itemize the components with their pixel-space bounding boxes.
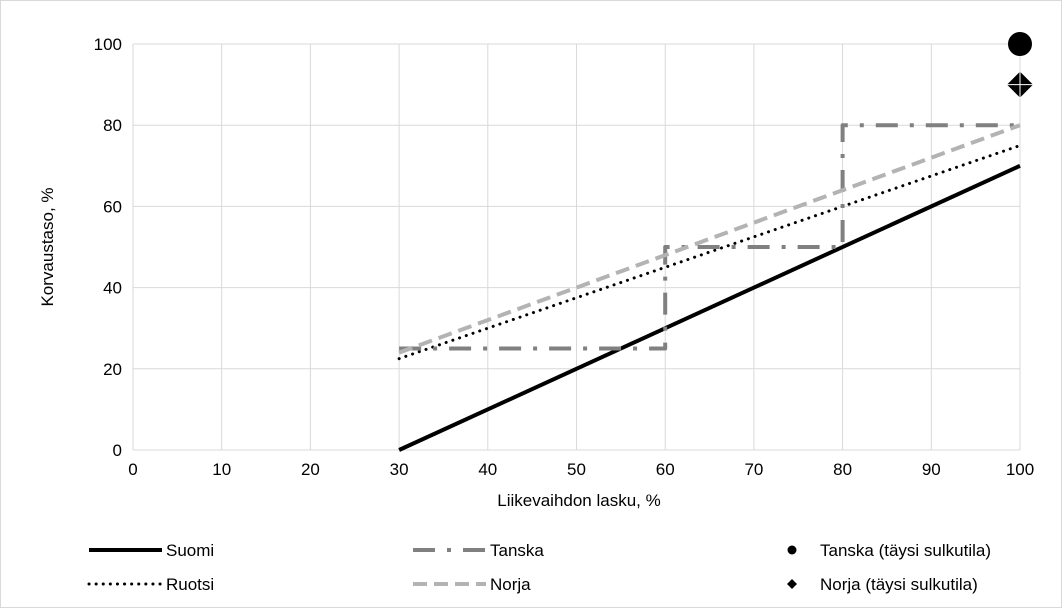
x-tick-label: 50 [567, 460, 586, 479]
tick-labels: 0 10 20 30 40 50 60 70 80 90 100 0 20 40 60 80 100 [94, 35, 1035, 479]
legend-swatch [787, 579, 797, 589]
legend-label: Tanska (täysi sulkutila) [820, 541, 991, 560]
legend-item: Ruotsi [87, 575, 214, 594]
legend-label: Tanska [490, 541, 544, 560]
series-line-tanska [399, 123, 1020, 351]
legend-item: Norja (täysi sulkutila) [787, 575, 978, 594]
y-tick-label: 60 [103, 197, 122, 216]
x-tick-label: 30 [390, 460, 409, 479]
y-tick-label: 40 [103, 279, 122, 298]
x-tick-label: 100 [1006, 460, 1034, 479]
grid [132, 43, 1021, 451]
point-markers [1007, 32, 1033, 98]
legend-label: Ruotsi [166, 575, 214, 594]
legend-item: Tanska [413, 541, 544, 560]
x-tick-label: 60 [656, 460, 675, 479]
legend: Suomi Tanska Tanska (täysi sulkutila) Ruots… [87, 541, 991, 594]
y-tick-label: 80 [103, 116, 122, 135]
y-tick-label: 0 [113, 441, 122, 460]
x-tick-label: 0 [128, 460, 137, 479]
legend-item: Norja [413, 575, 531, 594]
x-tick-label: 70 [744, 460, 763, 479]
series-line-suomi [398, 163, 1021, 452]
x-tick-label: 10 [212, 460, 231, 479]
legend-label: Norja [490, 575, 531, 594]
x-tick-label: 20 [301, 460, 320, 479]
series-lines [397, 123, 1022, 452]
series-line-norja [398, 123, 1021, 355]
x-axis-title: Liikevaihdon lasku, % [497, 491, 660, 510]
x-tick-label: 40 [478, 460, 497, 479]
legend-item: Tanska (täysi sulkutila) [787, 541, 991, 560]
x-tick-label: 90 [922, 460, 941, 479]
legend-label: Norja (täysi sulkutila) [820, 575, 978, 594]
series-line-ruotsi [397, 144, 1022, 361]
y-tick-label: 100 [94, 35, 122, 54]
legend-label: Suomi [166, 541, 214, 560]
legend-swatch [787, 545, 797, 555]
y-axis-title: Korvaustaso, % [38, 187, 57, 306]
x-tick-label: 80 [833, 460, 852, 479]
y-tick-label: 20 [103, 360, 122, 379]
legend-item: Suomi [89, 541, 214, 560]
marker-circle [1008, 32, 1032, 56]
